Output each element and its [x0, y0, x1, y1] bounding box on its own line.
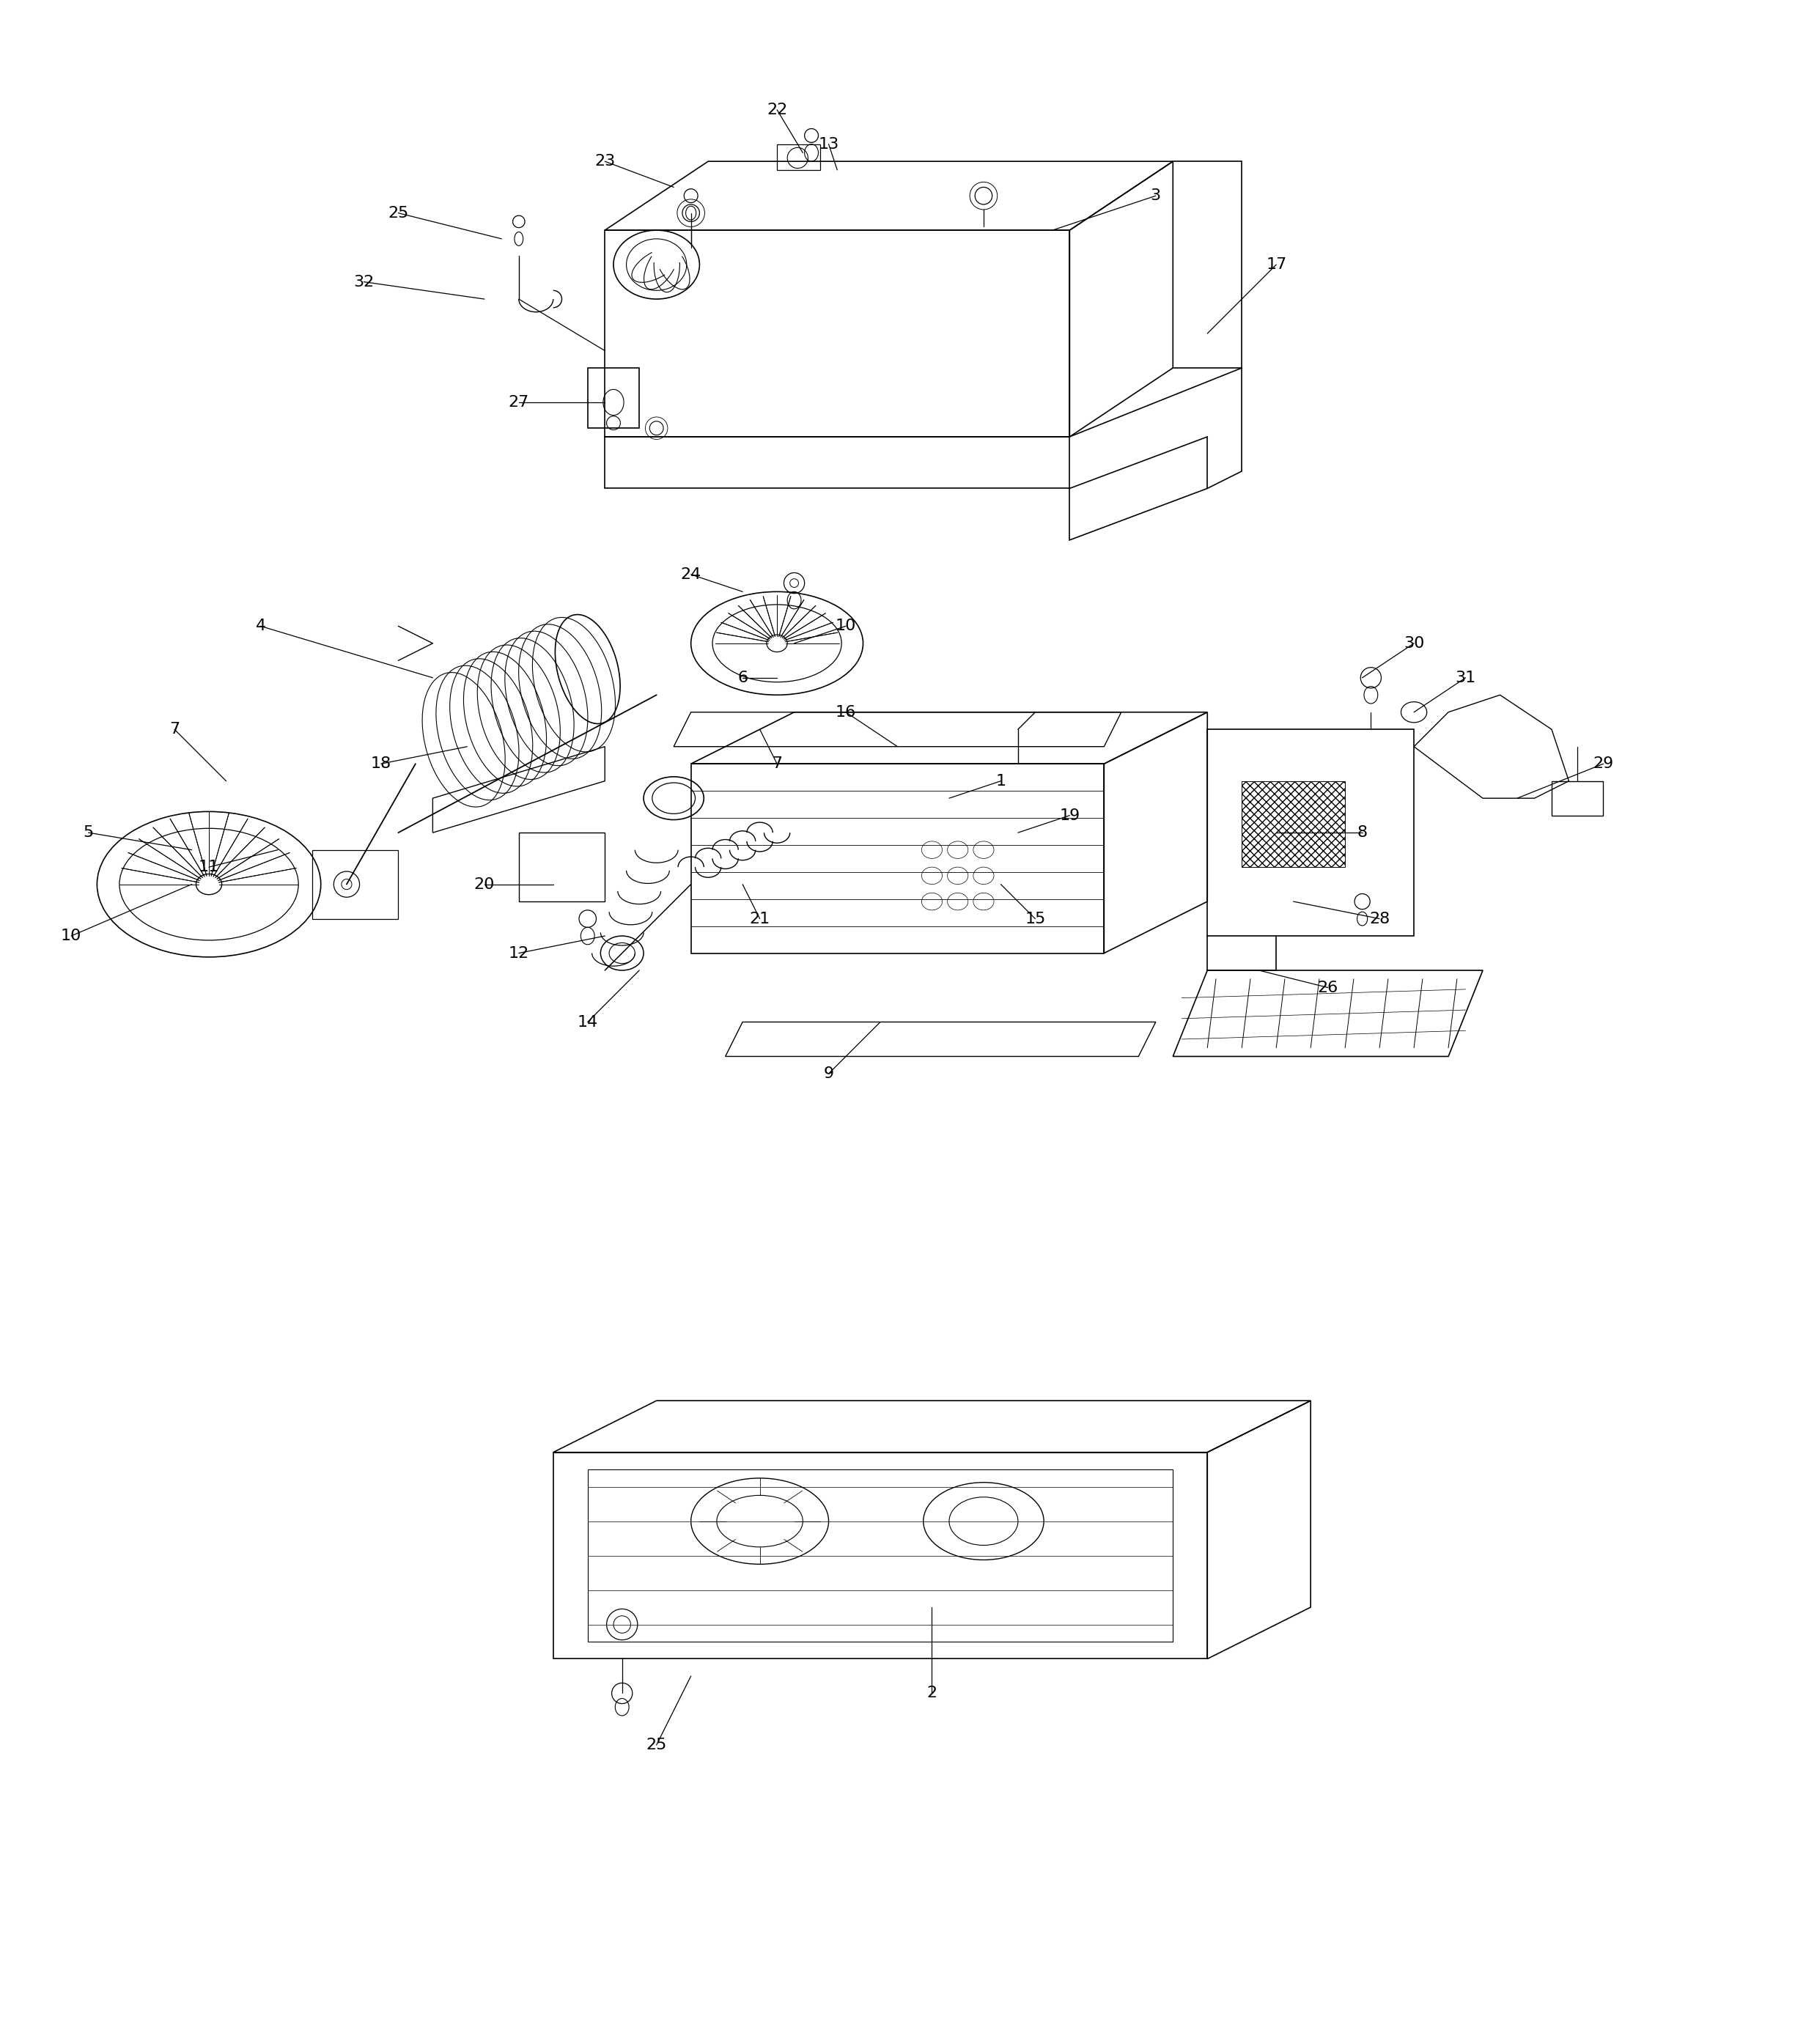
Text: 30: 30: [1404, 636, 1423, 650]
Text: 9: 9: [824, 1067, 835, 1081]
Text: 25: 25: [388, 206, 409, 221]
Text: 22: 22: [766, 102, 788, 117]
Text: 29: 29: [1592, 756, 1614, 771]
Text: 25: 25: [646, 1737, 668, 1752]
Polygon shape: [1242, 781, 1344, 867]
Text: 18: 18: [372, 756, 391, 771]
Text: 4: 4: [255, 619, 266, 634]
Text: 23: 23: [594, 153, 616, 170]
Text: 7: 7: [772, 756, 783, 771]
Text: 21: 21: [750, 912, 770, 926]
Text: 11: 11: [199, 861, 219, 875]
Text: 20: 20: [474, 877, 495, 891]
Text: 13: 13: [819, 137, 838, 151]
Text: 24: 24: [680, 566, 702, 583]
Text: 6: 6: [738, 670, 749, 685]
Text: 15: 15: [1025, 912, 1046, 926]
Text: 17: 17: [1265, 258, 1287, 272]
Text: 32: 32: [354, 274, 373, 288]
Text: 16: 16: [835, 705, 856, 719]
Text: 26: 26: [1318, 981, 1339, 995]
Text: 7: 7: [169, 722, 180, 736]
Text: 19: 19: [1059, 807, 1081, 824]
Text: 28: 28: [1370, 912, 1389, 926]
Text: 2: 2: [926, 1686, 937, 1701]
Text: 27: 27: [508, 394, 530, 409]
Text: 1: 1: [996, 775, 1005, 789]
Text: 10: 10: [835, 619, 856, 634]
Text: 5: 5: [83, 826, 93, 840]
Text: 31: 31: [1456, 670, 1475, 685]
Text: 3: 3: [1151, 188, 1161, 202]
Text: 12: 12: [508, 946, 530, 961]
Text: 8: 8: [1357, 826, 1368, 840]
Text: 10: 10: [61, 928, 81, 942]
Text: 14: 14: [578, 1014, 598, 1030]
